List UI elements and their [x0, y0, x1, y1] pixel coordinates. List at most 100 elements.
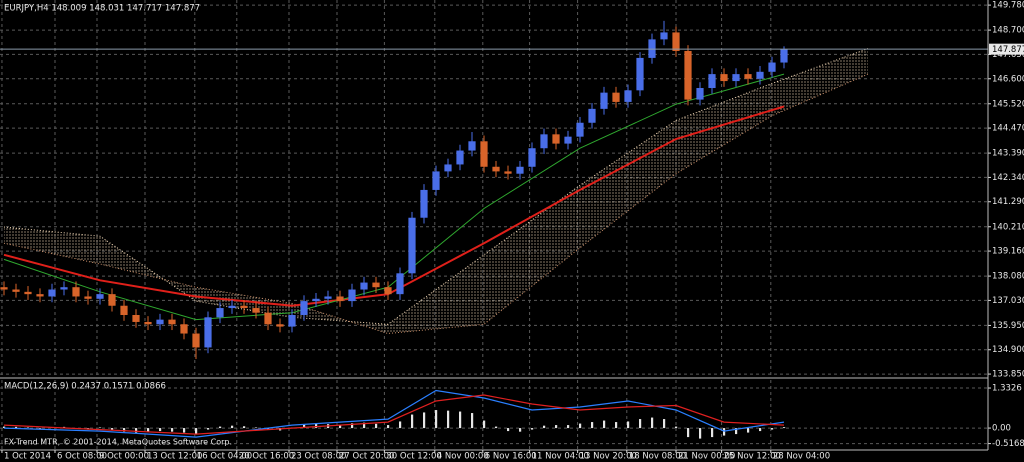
candle-body	[756, 71, 764, 79]
signal-line	[3, 394, 785, 435]
candle-body	[612, 92, 620, 102]
x-tick-label: 30 Oct 12:00	[386, 452, 441, 462]
histogram-bar	[254, 427, 258, 429]
candle-body	[12, 289, 20, 292]
y-tick-label: -0.5168	[992, 439, 1024, 449]
histogram-bar	[722, 428, 726, 436]
candle-body	[732, 74, 740, 82]
y-tick-label: 135.950	[992, 321, 1024, 331]
candle-body	[204, 317, 212, 348]
candle-body	[432, 171, 440, 190]
histogram-bar	[710, 428, 714, 438]
y-tick-label: 137.030	[992, 296, 1024, 306]
histogram-bar	[566, 425, 570, 429]
candle-body	[252, 308, 260, 313]
histogram-bar	[542, 425, 546, 429]
y-tick-label: 0.00	[992, 424, 1011, 434]
candle-body	[576, 122, 584, 137]
x-tick-label: 27 Oct 20:00	[339, 452, 394, 462]
x-tick-label: 28 Nov 04:00	[773, 452, 830, 462]
histogram-bar	[182, 428, 186, 433]
histogram-bar	[674, 426, 678, 429]
indicator-title: MACD(12,26,9) 0.2437 0.1571 0.0866	[4, 382, 166, 392]
histogram-bar	[146, 428, 150, 432]
candle-body	[144, 321, 152, 325]
histogram-bar	[110, 428, 114, 431]
histogram-bar	[614, 422, 618, 429]
histogram-bar	[530, 428, 534, 430]
histogram-bar	[590, 422, 594, 429]
histogram-bar	[770, 428, 774, 430]
candle-body	[96, 294, 104, 299]
histogram-bar	[314, 423, 318, 429]
histogram-bar	[578, 423, 582, 429]
span-b	[3, 73, 869, 335]
candle-body	[168, 319, 176, 325]
candle-body	[696, 88, 704, 100]
histogram-bar	[374, 423, 378, 429]
candle-body	[372, 282, 380, 288]
candle-body	[132, 315, 140, 322]
x-tick-label: 9 Oct 00:00	[99, 452, 149, 462]
candle-body	[708, 74, 716, 89]
candle-body	[720, 74, 728, 82]
candle-body	[24, 291, 32, 295]
candle-body	[552, 134, 560, 144]
candle-body	[360, 282, 368, 290]
histogram-bar	[386, 425, 390, 429]
y-tick-label: 148.700	[992, 26, 1024, 36]
candle-body	[588, 108, 596, 123]
y-tick-label: 142.340	[992, 173, 1024, 183]
candle-body	[396, 273, 404, 295]
candle-body	[504, 171, 512, 174]
candle-body	[768, 62, 776, 72]
histogram-bar	[338, 425, 342, 429]
candle-body	[336, 296, 344, 302]
candle-body	[528, 148, 536, 167]
candle-body	[384, 287, 392, 295]
histogram-bar	[602, 420, 606, 429]
candle-body	[216, 308, 224, 318]
histogram-bar	[470, 413, 474, 429]
histogram-bar	[134, 428, 138, 433]
y-tick-label: 149.780	[992, 1, 1024, 11]
histogram-bar	[650, 417, 654, 429]
candle-body	[600, 92, 608, 109]
y-tick-label: 144.470	[992, 124, 1024, 134]
histogram-bar	[14, 426, 18, 429]
candle-body	[408, 217, 416, 274]
candle-body	[660, 32, 668, 40]
y-tick-label: 138.080	[992, 272, 1024, 282]
candle-body	[120, 305, 128, 315]
candle-body	[72, 287, 80, 297]
candle-body	[348, 289, 356, 302]
candle-body	[84, 296, 92, 299]
candle-body	[312, 298, 320, 302]
histogram-bar	[266, 428, 270, 430]
candle-body	[264, 312, 272, 325]
candle-body	[780, 49, 788, 63]
histogram-bar	[746, 428, 750, 433]
histogram-bar	[638, 419, 642, 429]
histogram-bar	[26, 427, 30, 429]
histogram-bar	[2, 426, 6, 429]
histogram-bar	[494, 426, 498, 429]
histogram-bar	[38, 428, 42, 429]
histogram-bar	[626, 421, 630, 429]
candle-body	[624, 90, 632, 102]
x-tick-label: 23 Oct 08:00	[291, 452, 346, 462]
histogram-bar	[422, 412, 426, 429]
y-tick-label: 1.3326	[992, 384, 1022, 394]
candle-body	[684, 50, 692, 100]
histogram-bar	[446, 410, 450, 429]
x-tick-label: 1 Oct 2014	[4, 452, 51, 462]
histogram-bar	[302, 424, 306, 429]
chart-title: EURJPY,H4 148.009 148.031 147.717 147.87…	[4, 4, 200, 14]
histogram-bar	[158, 428, 162, 432]
candle-body	[324, 296, 332, 299]
x-tick-label: 6 Nov 16:00	[485, 452, 537, 462]
candle-body	[480, 141, 488, 167]
candle-body	[540, 134, 548, 149]
histogram-bar	[686, 428, 690, 438]
histogram-bar	[98, 427, 102, 429]
